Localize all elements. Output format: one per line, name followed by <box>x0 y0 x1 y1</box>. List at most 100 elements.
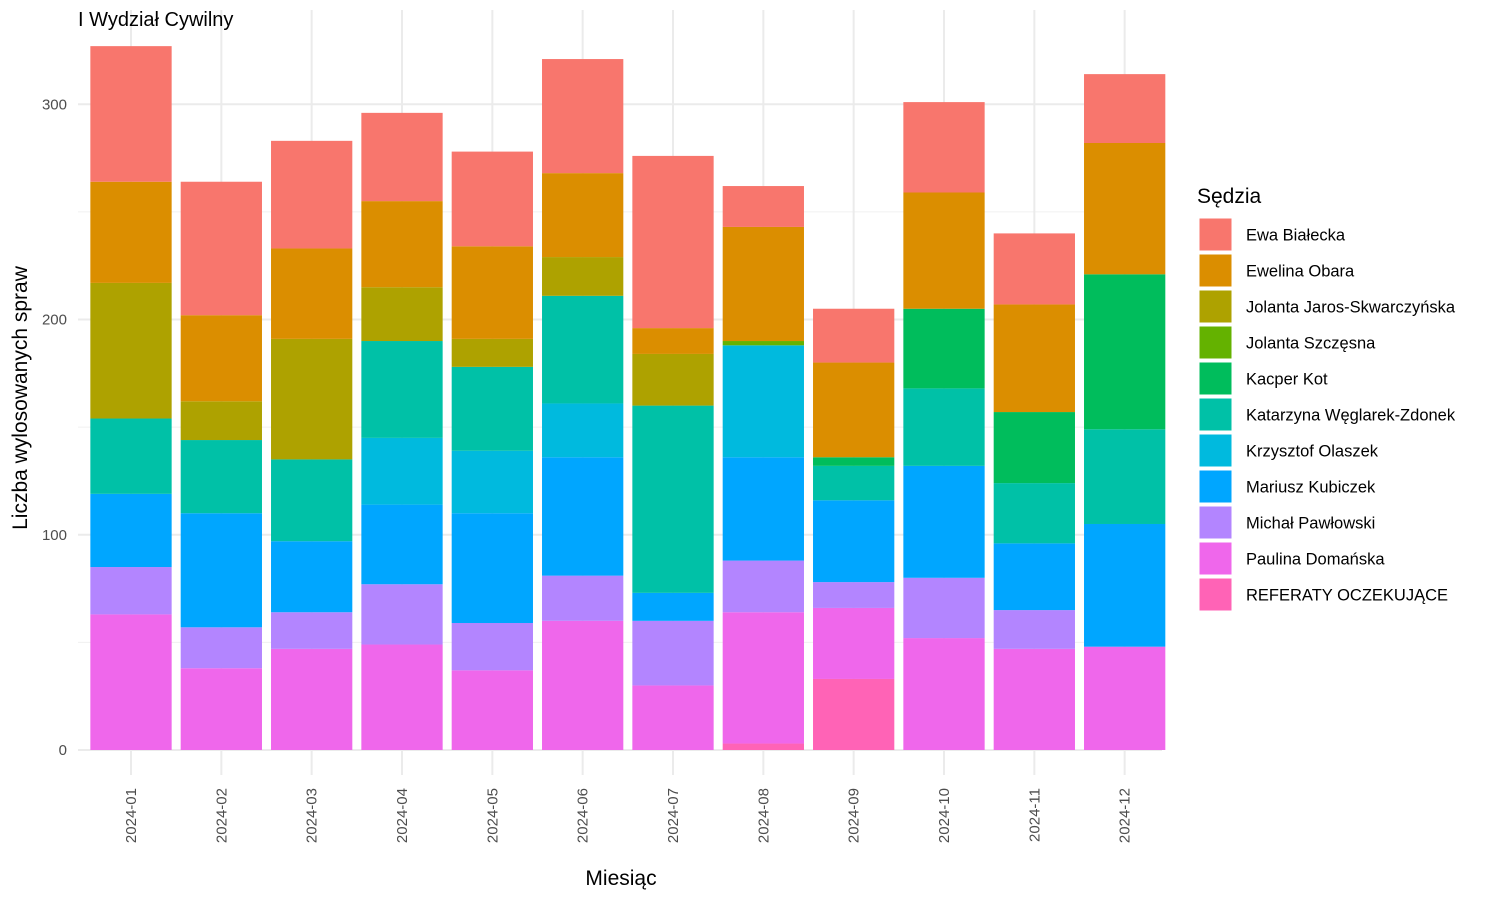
legend-item: Ewelina Obara <box>1198 253 1355 288</box>
bar-segment <box>813 465 895 501</box>
bar-segment <box>90 181 172 283</box>
bar-segment <box>813 308 895 363</box>
bar-segment <box>903 102 985 193</box>
x-tick-label: 2024-03 <box>304 788 321 843</box>
legend-swatch <box>1198 469 1233 504</box>
bar-segment <box>903 638 985 750</box>
bar-segment <box>993 233 1075 305</box>
bar-segment <box>451 670 533 750</box>
bar-stack-2024-06 <box>542 59 624 750</box>
bar-segment <box>451 513 533 624</box>
legend-label: REFERATY OCZEKUJĄCE <box>1246 587 1448 605</box>
bar-segment <box>180 627 262 669</box>
legend-swatch <box>1198 505 1233 540</box>
bar-segment <box>361 341 443 438</box>
bar-segment <box>993 648 1075 750</box>
legend-item: Ewa Białecka <box>1198 217 1346 252</box>
x-tick-label: 2024-09 <box>846 788 863 843</box>
bar-segment <box>813 457 895 466</box>
y-tick-label: 100 <box>42 527 67 544</box>
legend-item: Katarzyna Węglarek-Zdonek <box>1198 397 1456 432</box>
bar-segment <box>271 612 353 649</box>
legend: Sędzia Ewa Białecka Ewelina Obara Jolanta … <box>1197 185 1456 612</box>
bar-segment <box>361 584 443 645</box>
bar-segment <box>1084 142 1166 275</box>
bar-segment <box>361 437 443 505</box>
legend-swatch <box>1198 541 1233 576</box>
y-tick-label: 0 <box>59 742 67 759</box>
bar-segment <box>361 504 443 585</box>
legend-title: Sędzia <box>1197 185 1262 208</box>
bar-segment <box>632 353 714 406</box>
legend-label: Krzysztof Olaszek <box>1246 443 1379 461</box>
bar-segment <box>361 287 443 342</box>
bar-segment <box>903 192 985 309</box>
bar-segment <box>271 459 353 542</box>
bar-segment <box>1084 523 1166 647</box>
bar-segment <box>451 338 533 367</box>
bar-segment <box>813 362 895 458</box>
legend-label: Ewa Białecka <box>1246 227 1346 245</box>
bar-segment <box>632 685 714 750</box>
bar-segment <box>722 743 804 750</box>
x-tick-label: 2024-10 <box>936 788 953 843</box>
bar-segment <box>90 282 172 419</box>
bar-segment <box>903 388 985 466</box>
legend-swatch <box>1198 217 1233 252</box>
bar-segment <box>813 607 895 679</box>
legend-item: Mariusz Kubiczek <box>1198 469 1376 504</box>
bar-segment <box>903 308 985 389</box>
bar-segment <box>451 450 533 514</box>
x-tick-label: 2024-06 <box>575 788 592 843</box>
bar-segment <box>90 614 172 750</box>
bar-segment <box>90 418 172 494</box>
y-tick-label: 200 <box>42 312 67 329</box>
bar-stack-2024-10 <box>903 102 985 750</box>
bar-segment <box>993 412 1075 484</box>
x-axis-ticks: 2024-01 2024-02 2024-03 2024-04 2024-05 2024-… <box>123 788 1134 843</box>
bar-segment <box>722 341 804 346</box>
legend-swatch <box>1198 289 1233 324</box>
bar-segment <box>1084 74 1166 143</box>
bar-stack-2024-04 <box>361 112 443 750</box>
legend-item: Paulina Domańska <box>1198 541 1385 576</box>
bar-segment <box>722 457 804 561</box>
legend-item: Jolanta Szczęsna <box>1198 325 1376 360</box>
bar-segment <box>271 140 353 249</box>
bar-segment <box>722 560 804 613</box>
bar-segment <box>993 483 1075 544</box>
bar-segment <box>180 440 262 514</box>
legend-item: Kacper Kot <box>1198 361 1328 396</box>
legend-label: Mariusz Kubiczek <box>1246 479 1376 497</box>
y-axis-title: Liczba wylosowanych spraw <box>9 265 32 530</box>
bar-segment <box>90 493 172 568</box>
legend-label: Kacper Kot <box>1246 371 1328 389</box>
x-tick-label: 2024-11 <box>1026 788 1043 842</box>
bar-segment <box>90 567 172 615</box>
bar-segment <box>271 541 353 613</box>
bar-segment <box>993 543 1075 611</box>
bar-segment <box>632 620 714 686</box>
x-tick-label: 2024-12 <box>1117 788 1134 843</box>
bar-segment <box>90 46 172 182</box>
bar-stack-2024-09 <box>813 308 895 750</box>
legend-label: Michał Pawłowski <box>1246 515 1375 533</box>
bar-stack-2024-01 <box>90 46 172 750</box>
bar-segment <box>451 151 533 247</box>
bar-segment <box>813 500 895 583</box>
bar-segment <box>722 345 804 458</box>
bar-segment <box>180 513 262 628</box>
bar-segment <box>632 155 714 329</box>
legend-swatch <box>1198 577 1233 612</box>
bar-segment <box>1084 646 1166 750</box>
bar-segment <box>542 59 624 174</box>
bar-segment <box>722 612 804 744</box>
legend-swatch <box>1198 433 1233 468</box>
legend-swatch <box>1198 361 1233 396</box>
bar-segment <box>451 623 533 671</box>
bar-segment <box>542 403 624 458</box>
bar-segment <box>903 465 985 578</box>
bar-segment <box>361 201 443 288</box>
bar-segment <box>632 328 714 354</box>
